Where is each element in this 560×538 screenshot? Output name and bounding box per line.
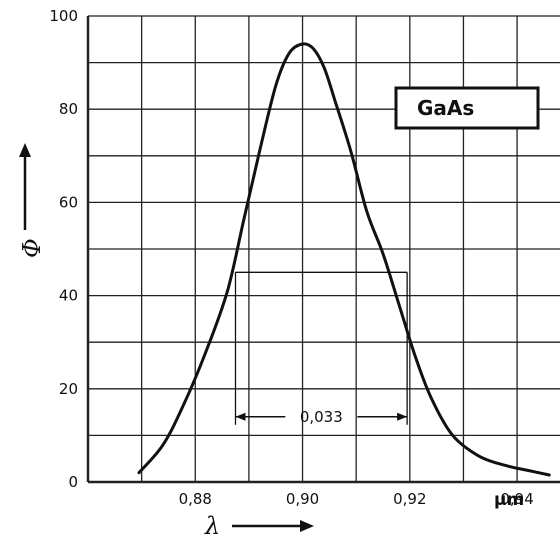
y-tick-label: 80 — [59, 100, 78, 118]
x-axis-arrow-head — [300, 520, 314, 532]
spectrum-curve — [137, 42, 551, 477]
width-annotation: 0,033 — [234, 271, 408, 426]
x-axis-unit: µm — [494, 490, 524, 510]
grid — [86, 15, 560, 484]
y-tick-label: 60 — [59, 193, 78, 211]
y-axis-ticks: 0 20 40 60 80 100 — [49, 7, 78, 491]
x-tick-label: 0,94 — [500, 490, 533, 508]
x-tick-label: 0,88 — [179, 490, 212, 508]
y-axis-arrow-head — [19, 143, 31, 157]
width-arrowhead-left — [235, 412, 246, 421]
y-axis-title: Φ — [18, 143, 46, 258]
width-annotation-label: 0,033 — [300, 408, 343, 426]
y-tick-label: 100 — [49, 7, 78, 25]
x-axis-label: λ — [204, 512, 220, 538]
y-tick-label: 20 — [59, 380, 78, 398]
x-axis-title: λ — [204, 512, 314, 538]
x-axis-ticks: 0,88 0,90 0,92 0,94 — [179, 490, 534, 508]
x-tick-label: 0,92 — [393, 490, 426, 508]
y-axis-label: Φ — [18, 238, 46, 258]
legend: GaAs — [394, 86, 540, 130]
y-tick-label: 0 — [68, 473, 78, 491]
width-arrowhead-right — [397, 412, 408, 421]
y-tick-label: 40 — [59, 287, 78, 305]
legend-label: GaAs — [417, 96, 474, 120]
x-tick-label: 0,90 — [286, 490, 319, 508]
legend-box — [394, 86, 540, 130]
